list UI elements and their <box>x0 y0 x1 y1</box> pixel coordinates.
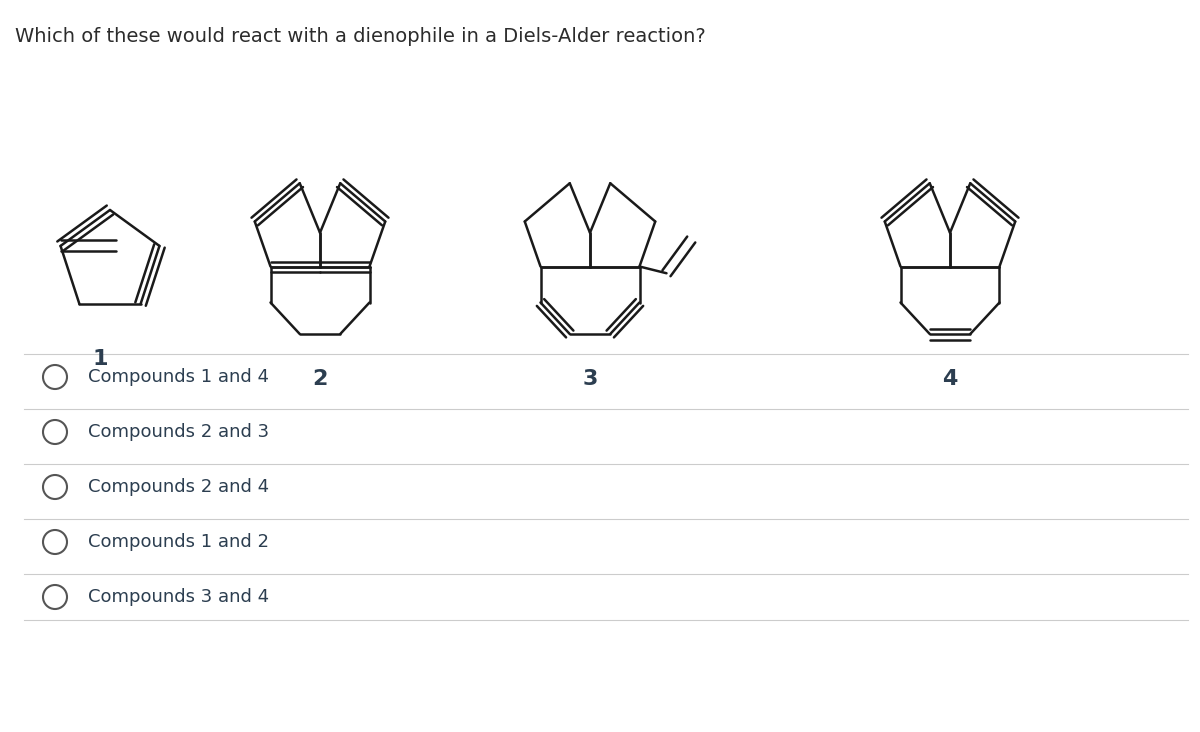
Text: Which of these would react with a dienophile in a Diels-Alder reaction?: Which of these would react with a dienop… <box>14 27 706 46</box>
Text: Compounds 2 and 3: Compounds 2 and 3 <box>88 423 269 441</box>
Text: Compounds 1 and 4: Compounds 1 and 4 <box>88 368 269 386</box>
Text: 4: 4 <box>942 369 958 389</box>
Text: 3: 3 <box>582 369 598 389</box>
Text: 2: 2 <box>312 369 328 389</box>
Text: 1: 1 <box>92 349 108 369</box>
Text: Compounds 1 and 2: Compounds 1 and 2 <box>88 533 269 551</box>
Text: Compounds 2 and 4: Compounds 2 and 4 <box>88 478 269 496</box>
Text: Compounds 3 and 4: Compounds 3 and 4 <box>88 588 269 606</box>
